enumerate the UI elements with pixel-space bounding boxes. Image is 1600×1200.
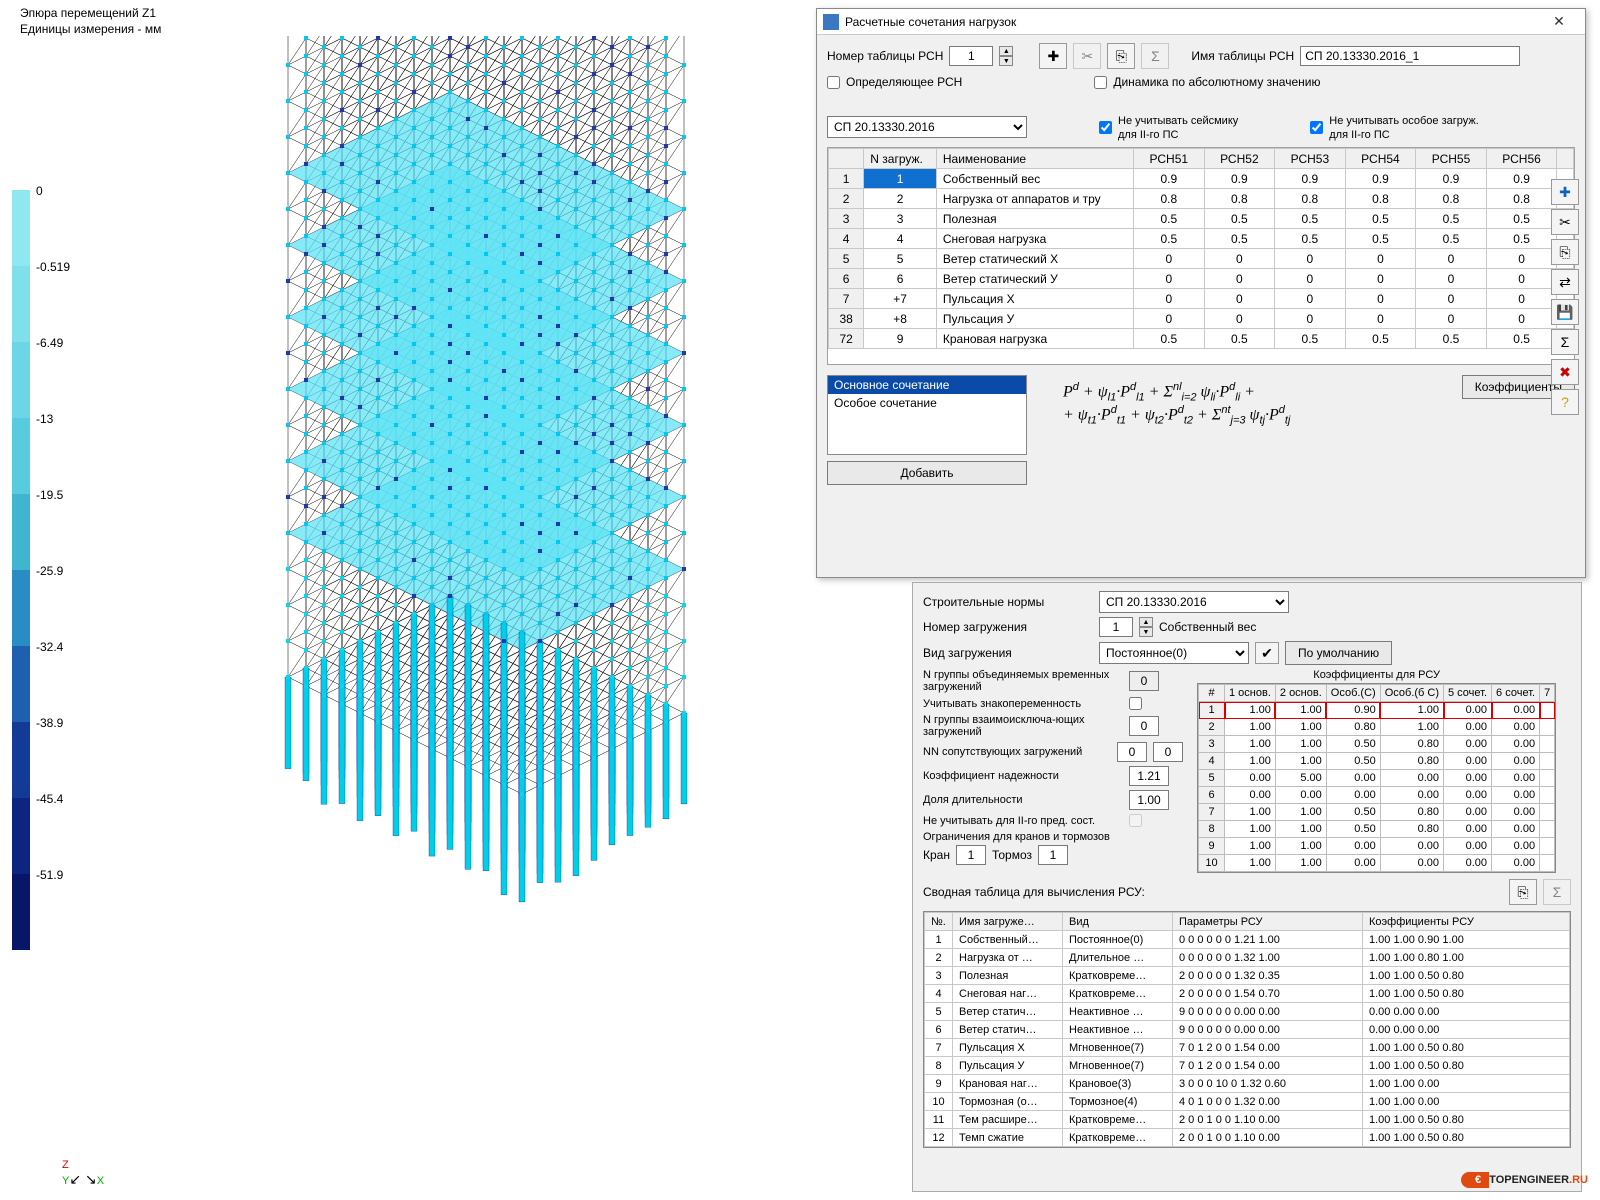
mutex-label: N группы взаимоисключа-ющих загружений bbox=[923, 714, 1123, 738]
defining-checkbox[interactable] bbox=[827, 76, 840, 89]
ignore-special-label: Не учитывать особое загруж.для II-го ПС bbox=[1329, 113, 1479, 141]
loads-table[interactable]: N загруж.НаименованиеРСН51РСН52РСН53РСН5… bbox=[827, 147, 1575, 365]
nn1-input[interactable] bbox=[1117, 742, 1147, 762]
mutex-input[interactable] bbox=[1129, 716, 1159, 736]
sign-label: Учитывать знакопеременность bbox=[923, 698, 1123, 710]
code-label: Строительные нормы bbox=[923, 595, 1093, 609]
structural-model[interactable] bbox=[90, 36, 810, 1166]
ignore-special-checkbox[interactable] bbox=[1310, 121, 1323, 134]
table-name-label: Имя таблицы РСН bbox=[1191, 49, 1294, 63]
summary-calc-icon: Σ bbox=[1543, 879, 1571, 905]
summary-label: Сводная таблица для вычисления РСУ: bbox=[923, 885, 1145, 899]
table-name-input[interactable] bbox=[1300, 46, 1520, 66]
table-number-label: Номер таблицы РСН bbox=[827, 49, 943, 63]
load-combinations-dialog: Расчетные сочетания нагрузок ✕ Номер таб… bbox=[816, 8, 1586, 578]
apply-icon[interactable]: ✔ bbox=[1255, 642, 1279, 664]
cut-icon: ✂ bbox=[1073, 43, 1101, 69]
combo-special[interactable]: Особое сочетание bbox=[828, 394, 1026, 412]
coefficients-table[interactable]: #1 основ.2 основ.Особ.(С)Особ.(б С)5 соч… bbox=[1197, 683, 1556, 873]
add-button[interactable]: Добавить bbox=[827, 461, 1027, 485]
coef-header: Коэффициенты для РСУ bbox=[1197, 669, 1556, 681]
add-icon[interactable]: ✚ bbox=[1039, 43, 1067, 69]
ps2-label: Не учитывать для II-го пред. сост. bbox=[923, 815, 1123, 827]
table-number-input[interactable] bbox=[949, 46, 993, 66]
copy-icon[interactable]: ⎘ bbox=[1107, 43, 1135, 69]
structural-viewport: Эпюра перемещений Z1 Единицы измерения -… bbox=[0, 0, 820, 1200]
nn2-input[interactable] bbox=[1153, 742, 1183, 762]
ignore-seismic-checkbox[interactable] bbox=[1099, 121, 1112, 134]
kran-label: Кран bbox=[923, 848, 950, 862]
ps2-checkbox bbox=[1129, 814, 1142, 827]
app-icon bbox=[823, 14, 839, 30]
dialog-titlebar[interactable]: Расчетные сочетания нагрузок ✕ bbox=[817, 9, 1585, 35]
formula-icon: Σ bbox=[1141, 43, 1169, 69]
combination-formula: Pd + ψl1·Pdl1 + Σnli=2 ψli·Pdli ++ ψt1·P… bbox=[1033, 375, 1320, 432]
axes-indicator: Z Y↙ ↘X bbox=[62, 1155, 104, 1188]
load-type-select[interactable]: Постоянное(0) bbox=[1099, 642, 1249, 664]
defining-label: Определяющее РСН bbox=[846, 75, 962, 89]
side-cut-icon[interactable]: ✂ bbox=[1551, 209, 1579, 235]
kran-input[interactable] bbox=[956, 845, 986, 865]
sign-checkbox[interactable] bbox=[1129, 697, 1142, 710]
side-save-icon[interactable]: 💾 bbox=[1551, 299, 1579, 325]
duration-label: Доля длительности bbox=[923, 794, 1123, 806]
load-number-label: Номер загружения bbox=[923, 620, 1093, 634]
side-help-icon[interactable]: ? bbox=[1551, 389, 1579, 415]
group-input bbox=[1129, 671, 1159, 691]
watermark-logo: €TOPENGINEER.RU bbox=[1461, 1158, 1588, 1190]
safety-input[interactable] bbox=[1129, 766, 1169, 786]
side-close-icon[interactable]: ✖ bbox=[1551, 359, 1579, 385]
dialog-side-toolbar: ✚ ✂ ⎘ ⇄ 💾 Σ ✖ ? bbox=[1551, 179, 1579, 415]
torm-input[interactable] bbox=[1038, 845, 1068, 865]
dynamics-label: Динамика по абсолютному значению bbox=[1113, 75, 1320, 89]
duration-input[interactable] bbox=[1129, 790, 1169, 810]
load-properties-panel: Строительные нормы СП 20.13330.2016 Номе… bbox=[912, 582, 1582, 1192]
summary-table[interactable]: №.Имя загруже…ВидПараметры РСУКоэффициен… bbox=[923, 911, 1571, 1148]
torm-label: Тормоз bbox=[992, 848, 1032, 862]
close-icon[interactable]: ✕ bbox=[1539, 11, 1579, 33]
default-button[interactable]: По умолчанию bbox=[1285, 641, 1392, 665]
side-plus-icon[interactable]: ✚ bbox=[1551, 179, 1579, 205]
color-scale: 0-0.519-6.49-13-19.5-25.9-32.4-38.9-45.4… bbox=[12, 190, 72, 950]
building-code-select[interactable]: СП 20.13330.2016 bbox=[827, 116, 1027, 138]
side-copy-icon[interactable]: ⎘ bbox=[1551, 239, 1579, 265]
viewport-title: Эпюра перемещений Z1 bbox=[20, 6, 156, 20]
viewport-subtitle: Единицы измерения - мм bbox=[20, 22, 161, 36]
side-swap-icon[interactable]: ⇄ bbox=[1551, 269, 1579, 295]
crane-limits-label: Ограничения для кранов и тормозов bbox=[923, 831, 1183, 843]
side-calc-icon[interactable]: Σ bbox=[1551, 329, 1579, 355]
combination-type-list[interactable]: Основное сочетание Особое сочетание bbox=[827, 375, 1027, 455]
combo-main[interactable]: Основное сочетание bbox=[828, 376, 1026, 394]
load-number-spinner[interactable]: ▲▼ bbox=[1139, 617, 1153, 637]
load-type-label: Вид загружения bbox=[923, 646, 1093, 660]
dialog-title: Расчетные сочетания нагрузок bbox=[845, 15, 1539, 29]
code-select[interactable]: СП 20.13330.2016 bbox=[1099, 591, 1289, 613]
table-number-spinner[interactable]: ▲▼ bbox=[999, 46, 1013, 66]
dynamics-checkbox[interactable] bbox=[1094, 76, 1107, 89]
ignore-seismic-label: Не учитывать сейсмикудля II-го ПС bbox=[1118, 113, 1238, 141]
summary-copy-icon[interactable]: ⎘ bbox=[1509, 879, 1537, 905]
group-label: N группы объединяемых временных загружен… bbox=[923, 669, 1123, 693]
load-name: Собственный вес bbox=[1159, 620, 1256, 634]
safety-label: Коэффициент надежности bbox=[923, 770, 1123, 782]
nn-label: NN сопутствующих загружений bbox=[923, 746, 1111, 758]
load-number-input[interactable] bbox=[1099, 617, 1133, 637]
